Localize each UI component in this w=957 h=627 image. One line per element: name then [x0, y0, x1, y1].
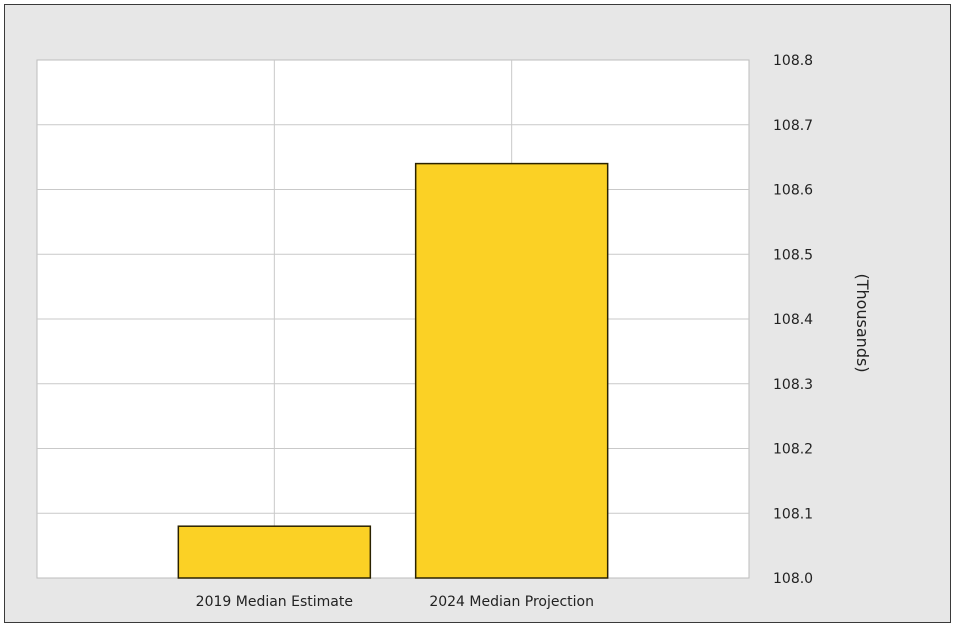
bar: [177, 525, 372, 579]
y-tick-label: 108.1: [773, 506, 813, 522]
y-tick-label: 108.0: [773, 571, 813, 587]
x-category-label: 2024 Median Projection: [429, 594, 594, 610]
x-axis-categories: 2019 Median Estimate 2024 Median Projecti…: [196, 594, 594, 610]
y-axis-title: (Thousands): [853, 273, 872, 372]
y-tick-label: 108.3: [773, 377, 813, 393]
chart-frame: 108.0 108.1 108.2 108.3 108.4 108.5 108.6 108.7…: [4, 4, 951, 623]
y-tick-label: 108.8: [773, 53, 813, 69]
bar-chart: 108.0 108.1 108.2 108.3 108.4 108.5 108.6 108.7…: [36, 53, 872, 610]
y-tick-label: 108.2: [773, 442, 813, 458]
y-tick-label: 108.6: [773, 183, 813, 199]
y-tick-label: 108.5: [773, 247, 813, 263]
x-category-label: 2019 Median Estimate: [196, 594, 353, 610]
bars: [177, 162, 609, 579]
y-tick-label: 108.4: [773, 312, 813, 328]
y-tick-label: 108.7: [773, 118, 813, 134]
bar: [414, 162, 609, 579]
y-axis-ticks: 108.0 108.1 108.2 108.3 108.4 108.5 108.6 108.7…: [773, 53, 813, 587]
